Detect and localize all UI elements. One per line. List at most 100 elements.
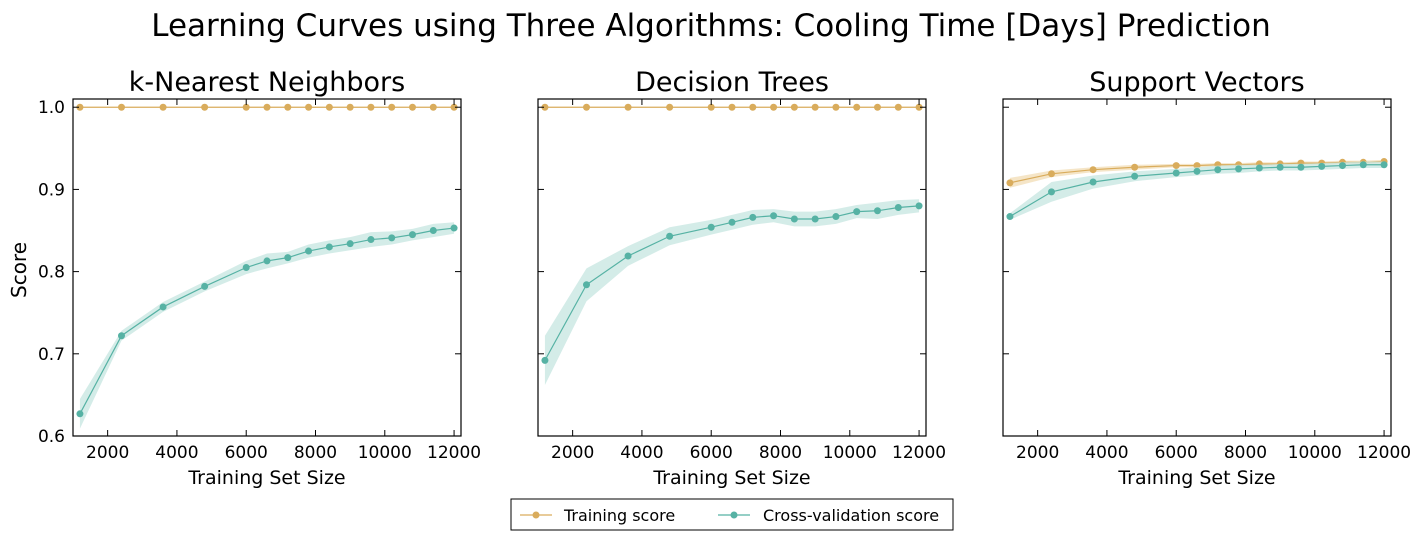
data-point <box>790 215 798 223</box>
data-point <box>450 103 458 111</box>
legend-label-cross-validation: Cross-validation score <box>763 506 939 525</box>
y-axis-label: Score <box>7 242 31 298</box>
x-axis-label: Training Set Size <box>187 467 345 489</box>
x-tick-label: 12000 <box>1357 443 1411 463</box>
data-point <box>853 103 861 111</box>
series-cross-validation-score <box>76 222 458 429</box>
data-point <box>1131 163 1139 171</box>
series-cross-validation-score <box>541 199 923 386</box>
data-point <box>915 103 923 111</box>
data-point <box>1172 169 1180 177</box>
data-point <box>388 103 396 111</box>
data-point <box>583 103 590 111</box>
panel-title: Support Vectors <box>1089 67 1304 98</box>
data-point <box>770 103 778 111</box>
x-tick-label: 12000 <box>892 443 946 463</box>
data-point <box>242 264 250 271</box>
data-point <box>666 232 674 240</box>
legend-swatch-cv-marker <box>730 511 738 519</box>
data-point <box>874 103 881 111</box>
data-point <box>728 103 736 111</box>
data-point <box>832 213 840 221</box>
x-tick-label: 6000 <box>1155 443 1198 463</box>
data-point <box>346 103 354 111</box>
data-point <box>541 103 549 111</box>
confidence-band <box>1009 161 1385 220</box>
data-point <box>429 227 437 235</box>
data-point <box>201 282 209 290</box>
data-point <box>894 203 902 211</box>
data-point <box>790 103 798 111</box>
chart-panel-support-vectors: Support Vectors Training Set Size 2000 4000… <box>1002 67 1411 489</box>
series-cross-validation-score <box>1006 161 1388 221</box>
x-axis-label: Training Set Size <box>652 467 810 489</box>
x-tick-label: 2000 <box>551 443 594 463</box>
x-axis-label: Training Set Size <box>1117 467 1275 489</box>
x-tick-label: 8000 <box>759 443 802 463</box>
legend: Training score Cross-validation score <box>510 498 954 531</box>
data-point <box>284 254 292 262</box>
data-point <box>1131 172 1139 180</box>
data-point <box>1006 213 1014 221</box>
confidence-band <box>1009 159 1385 188</box>
data-point <box>1380 161 1388 169</box>
panel-title: Decision Trees <box>635 67 829 98</box>
data-point <box>388 234 396 242</box>
data-point <box>832 103 840 111</box>
data-point <box>915 202 923 210</box>
data-point <box>1048 170 1055 178</box>
plot-area <box>541 103 923 386</box>
confidence-band <box>544 199 920 386</box>
data-point <box>1359 161 1367 169</box>
figure-title: Learning Curves using Three Algorithms: … <box>151 8 1271 44</box>
legend-swatch-training-marker <box>532 511 540 519</box>
data-point <box>749 213 757 221</box>
data-point <box>159 103 167 111</box>
x-tick-label: 6000 <box>225 443 268 463</box>
data-point <box>1339 162 1346 170</box>
panel-title: k-Nearest Neighbors <box>129 67 405 98</box>
data-point <box>811 103 819 111</box>
data-point <box>541 356 549 364</box>
chart-panel-decision-trees: Decision Trees Training Set Size 2000 4000 6… <box>537 67 946 489</box>
data-point <box>707 103 715 111</box>
data-point <box>346 240 354 248</box>
data-point <box>728 218 736 226</box>
x-tick-label: 10000 <box>358 443 412 463</box>
data-point <box>409 103 416 111</box>
data-point <box>305 247 313 255</box>
data-point <box>1006 179 1014 187</box>
data-point <box>201 103 209 111</box>
data-point <box>1172 162 1180 170</box>
x-tick-label: 8000 <box>294 443 337 463</box>
x-tick-label: 4000 <box>155 443 198 463</box>
data-point <box>1089 166 1097 174</box>
data-point <box>894 103 902 111</box>
x-tick-label: 2000 <box>86 443 129 463</box>
data-point <box>367 236 375 244</box>
plot-area <box>76 103 458 429</box>
data-point <box>874 207 881 215</box>
y-tick-label: 0.7 <box>38 345 65 365</box>
data-point <box>242 103 250 111</box>
data-point <box>159 303 167 311</box>
legend-label-training: Training score <box>563 506 675 525</box>
y-tick-label: 0.6 <box>38 427 65 447</box>
data-point <box>429 103 437 111</box>
data-point <box>811 215 819 223</box>
x-tick-label: 8000 <box>1224 443 1267 463</box>
data-point <box>367 103 375 111</box>
x-tick-label: 4000 <box>1085 443 1128 463</box>
x-tick-label: 4000 <box>620 443 663 463</box>
data-point <box>1318 162 1326 170</box>
y-tick-label: 1.0 <box>38 98 65 118</box>
x-tick-label: 10000 <box>823 443 877 463</box>
data-point <box>583 281 590 289</box>
data-point <box>118 332 125 340</box>
data-point <box>1297 163 1305 171</box>
y-tick-label: 0.9 <box>38 180 65 200</box>
plot-area <box>1006 157 1388 221</box>
data-point <box>1276 163 1284 171</box>
data-point <box>853 208 861 216</box>
